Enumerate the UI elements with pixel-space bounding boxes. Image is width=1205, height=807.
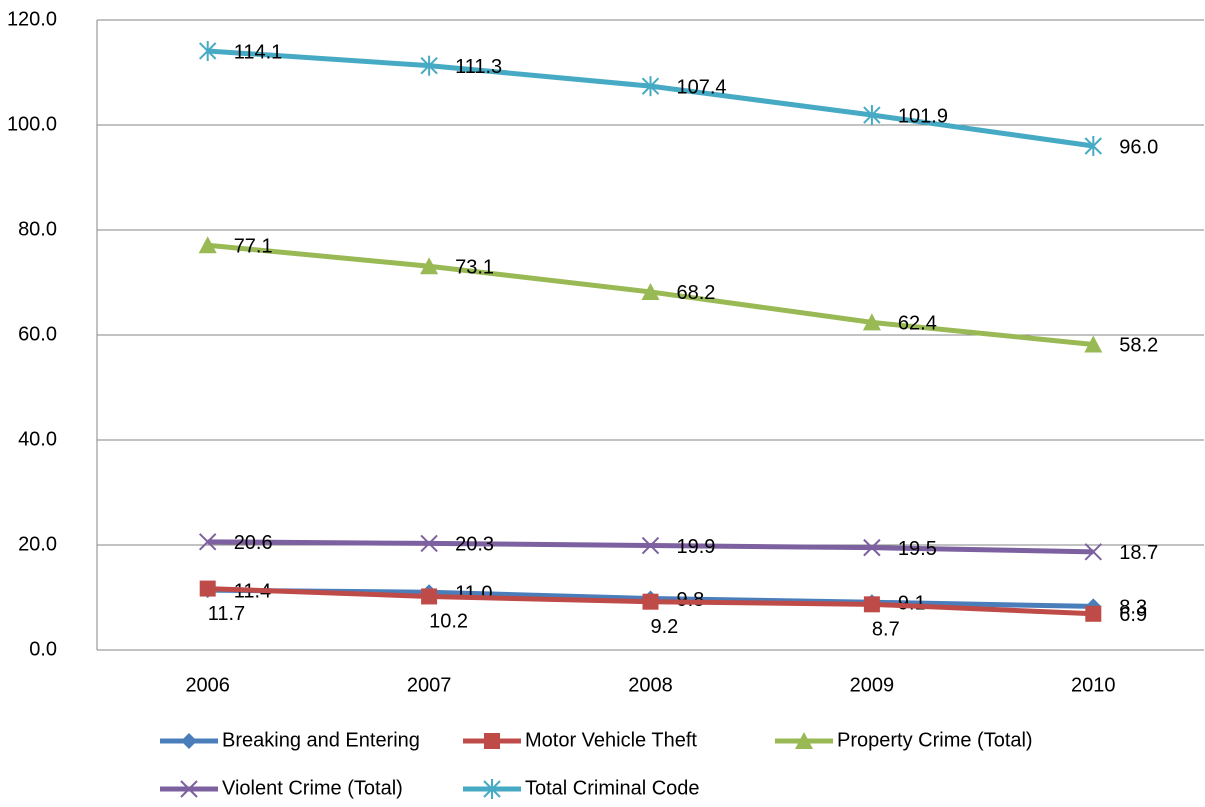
marker [641, 76, 660, 97]
data-label: 19.5 [898, 538, 937, 560]
marker [642, 593, 659, 610]
data-label: 20.3 [455, 534, 494, 556]
x [641, 536, 660, 555]
legend-label: Violent Crime (Total) [222, 777, 403, 799]
diamond [181, 733, 197, 749]
data-label: 58.2 [1119, 335, 1158, 357]
data-label: 8.7 [872, 619, 900, 641]
triangle [420, 257, 439, 275]
x-tick-label: 2010 [1071, 674, 1116, 696]
x [198, 533, 217, 551]
y-tick-label: 100.0 [7, 113, 57, 135]
triangle [862, 313, 881, 331]
data-label: 73.1 [455, 257, 494, 279]
x-tick-label: 2006 [185, 674, 230, 696]
data-label: 96.0 [1119, 136, 1158, 158]
series-line [207, 48, 1094, 149]
square [863, 596, 880, 613]
x-tick-label: 2008 [628, 674, 673, 696]
marker [795, 732, 813, 749]
y-tick-label: 20.0 [18, 533, 57, 555]
marker [863, 538, 881, 557]
marker [421, 588, 438, 605]
x [420, 534, 438, 553]
x-tick-label: 2009 [850, 674, 895, 696]
marker [420, 55, 438, 76]
square [421, 588, 438, 605]
square [484, 733, 500, 749]
marker [198, 40, 217, 61]
y-tick-label: 120.0 [7, 8, 57, 30]
data-label: 114.1 [234, 41, 283, 63]
data-label: 18.7 [1119, 542, 1158, 564]
marker [1085, 605, 1102, 622]
marker [180, 780, 198, 798]
marker [420, 534, 438, 553]
legend-label: Motor Vehicle Theft [525, 729, 697, 751]
marker [641, 282, 660, 300]
data-label: 107.4 [677, 76, 727, 98]
marker [483, 779, 501, 799]
x [1084, 543, 1103, 561]
square [642, 593, 659, 610]
y-tick-label: 0.0 [29, 638, 57, 660]
data-label: 20.6 [234, 532, 273, 554]
data-label: 9.2 [651, 616, 679, 638]
data-label: 11.0 [455, 583, 492, 605]
x [863, 538, 881, 557]
data-label: 101.9 [898, 105, 948, 127]
data-label: 9.1 [898, 593, 926, 615]
marker [863, 105, 881, 126]
triangle [198, 236, 217, 254]
marker [199, 580, 216, 597]
marker [641, 536, 660, 555]
triangle [1084, 335, 1103, 353]
legend-label: Property Crime (Total) [837, 729, 1033, 751]
y-tick-label: 80.0 [18, 218, 57, 240]
marker [863, 596, 880, 613]
y-tick-label: 60.0 [18, 323, 57, 345]
data-label: 77.1 [234, 236, 273, 258]
x [180, 780, 198, 798]
marker [1084, 136, 1103, 156]
marker [420, 257, 439, 275]
y-tick-label: 40.0 [18, 428, 57, 450]
data-label: 68.2 [677, 282, 716, 304]
data-label: 19.9 [677, 536, 716, 558]
marker [1084, 543, 1103, 561]
marker [198, 236, 217, 254]
data-label: 6.9 [1119, 604, 1147, 626]
marker [198, 533, 217, 551]
legend-label: Breaking and Entering [222, 729, 420, 751]
marker [1084, 335, 1103, 353]
square [1085, 605, 1102, 622]
marker [181, 733, 197, 749]
triangle [641, 282, 660, 300]
data-label: 10.2 [429, 611, 468, 633]
marker [862, 313, 881, 331]
triangle [795, 732, 813, 749]
data-label: 111.3 [455, 56, 502, 78]
marker [484, 733, 500, 749]
square [199, 580, 216, 597]
data-label: 62.4 [898, 313, 937, 335]
data-label: 11.7 [208, 603, 245, 625]
legend-label: Total Criminal Code [525, 777, 700, 799]
x-tick-label: 2007 [407, 674, 452, 696]
data-label: 8.3 [1119, 597, 1147, 619]
